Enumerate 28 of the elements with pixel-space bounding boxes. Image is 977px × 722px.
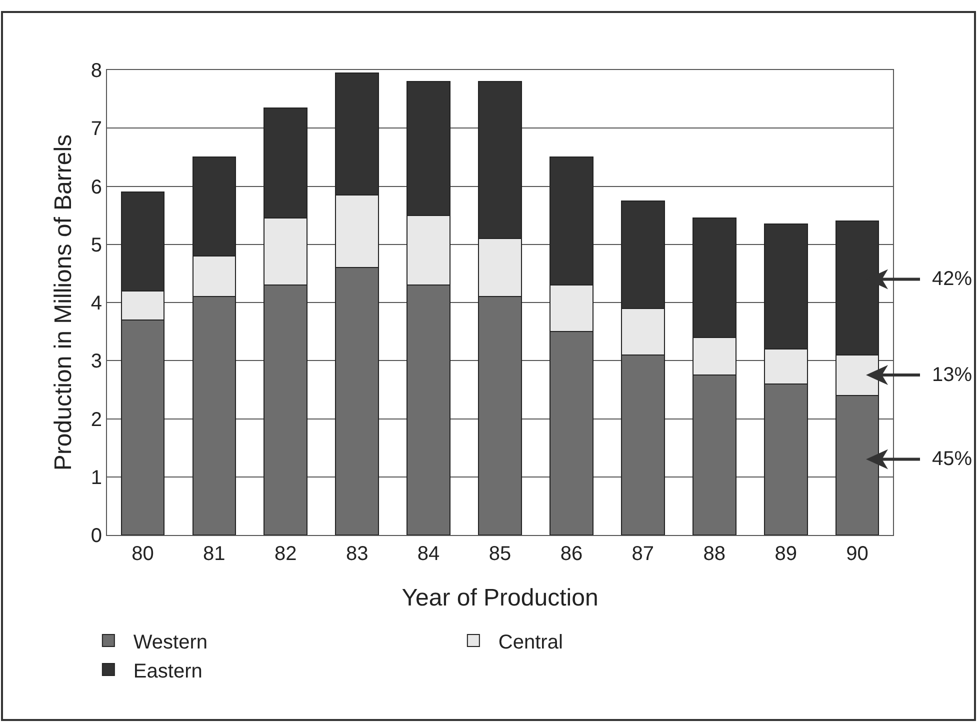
x-tick-label: 84 [417,543,440,565]
y-axis-title: Production in Millions of Barrels [50,134,77,471]
x-tick-label: 86 [560,543,583,565]
x-tick-label: 90 [846,543,868,565]
y-tick-label: 1 [90,466,102,489]
x-tick-label: 89 [774,543,797,565]
y-tick-label: 6 [90,176,102,198]
text: 42% [932,268,972,290]
y-tick-label: 7 [90,118,102,140]
x-axis-title: Year of Production [402,584,598,612]
y-tick-label: 3 [90,350,102,373]
y-tick-label: 0 [90,525,102,547]
y-tick-label: 2 [90,408,102,431]
y-tick-label: 8 [90,60,102,82]
legend-label: Central [498,631,563,654]
y-tick-label: 4 [90,292,102,314]
legend-label: Eastern [133,660,202,682]
x-tick-label: 83 [346,543,368,565]
x-tick-label: 81 [203,543,226,565]
y-tick-label: 5 [90,234,102,256]
x-tick-label: 88 [703,543,726,565]
x-tick-label: 82 [274,543,297,565]
x-tick-label: 87 [632,543,654,565]
x-tick-label: 80 [132,543,154,565]
x-tick-label: 85 [488,543,512,565]
text: 45% [932,448,972,470]
text: 13% [932,364,972,386]
legend-label: Western [133,631,208,654]
